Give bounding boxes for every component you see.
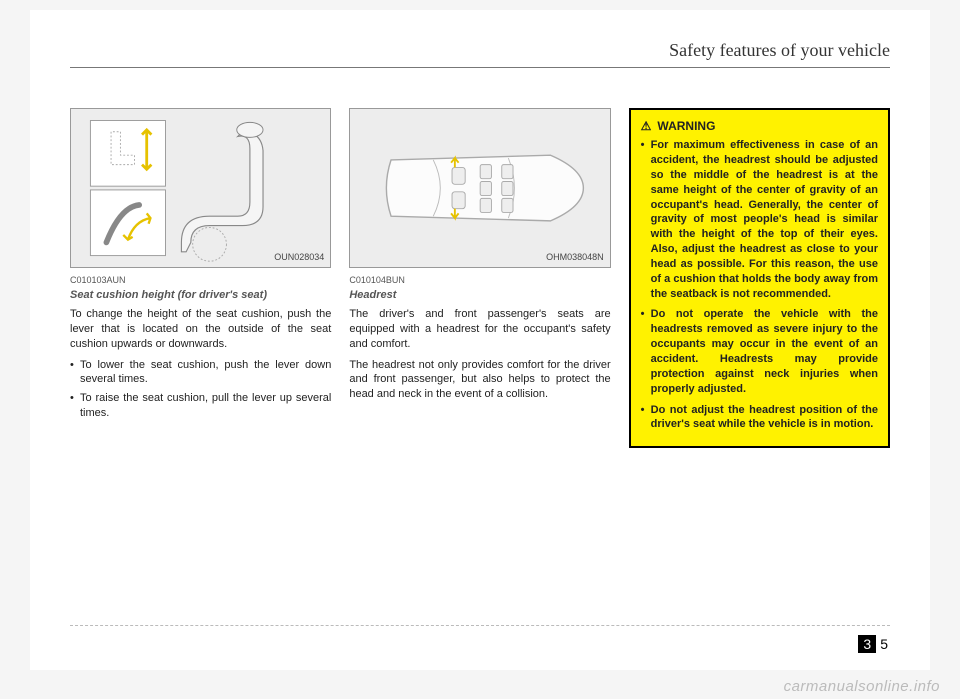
list-item: Do not adjust the headrest position of t… (641, 403, 878, 433)
list-item: Do not operate the vehicle with the head… (641, 307, 878, 396)
seat-height-figure: OUN028034 (70, 108, 331, 268)
section-code-1: C010103AUN (70, 274, 331, 286)
column-3: WARNING For maximum effectiveness in cas… (629, 108, 890, 448)
footer-divider (70, 625, 890, 626)
warning-list: For maximum effectiveness in case of an … (641, 138, 878, 432)
section-title-seat-height: Seat cushion height (for driver's seat) (70, 288, 331, 303)
manual-page: Safety features of your vehicle (30, 10, 930, 670)
content-columns: OUN028034 C010103AUN Seat cushion height… (70, 108, 890, 448)
warning-title: WARNING (641, 118, 878, 134)
seat-height-paragraph: To change the height of the seat cushion… (70, 307, 331, 352)
page-number-value: 5 (878, 635, 890, 653)
section-code-2: C010104BUN (349, 274, 610, 286)
headrest-paragraph-2: The headrest not only provides comfort f… (349, 358, 610, 403)
vehicle-top-view-icon (357, 113, 603, 263)
column-1: OUN028034 C010103AUN Seat cushion height… (70, 108, 331, 448)
seat-height-bullets: To lower the seat cushion, push the leve… (70, 358, 331, 421)
list-item: To raise the seat cushion, pull the leve… (70, 391, 331, 421)
watermark: carmanualsonline.info (784, 678, 940, 695)
list-item: For maximum effectiveness in case of an … (641, 138, 878, 301)
chapter-number: 3 (858, 635, 876, 653)
headrest-figure: OHM038048N (349, 108, 610, 268)
warning-box: WARNING For maximum effectiveness in cas… (629, 108, 890, 448)
page-number: 35 (858, 636, 890, 652)
column-2: OHM038048N C010104BUN Headrest The drive… (349, 108, 610, 448)
figure-code-1: OUN028034 (274, 251, 324, 263)
figure-code-2: OHM038048N (546, 251, 604, 263)
page-header: Safety features of your vehicle (70, 40, 890, 68)
section-title-headrest: Headrest (349, 288, 610, 303)
seat-diagram-icon (77, 113, 323, 263)
list-item: To lower the seat cushion, push the leve… (70, 358, 331, 388)
headrest-paragraph-1: The driver's and front passenger's seats… (349, 307, 610, 352)
